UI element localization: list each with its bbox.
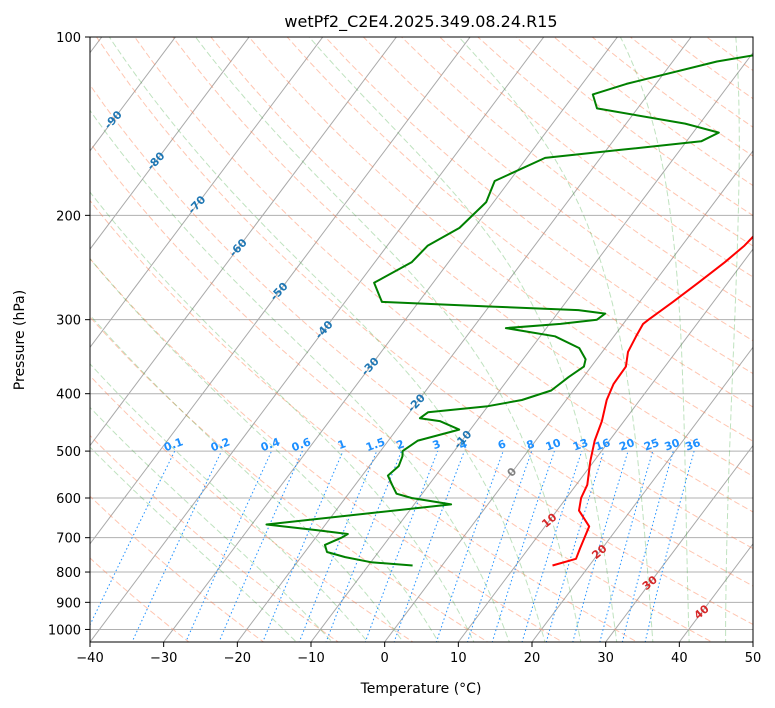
profile-lines (265, 54, 753, 567)
x-tick-label: 20 (524, 651, 541, 666)
isotherm-line (678, 542, 753, 642)
x-tick-label: −40 (76, 651, 103, 666)
dry-adiabat-line (90, 375, 414, 642)
mixing-ratio-line (218, 450, 303, 642)
moist-adiabat-line (458, 37, 654, 642)
mixing-ratio-line (435, 450, 504, 642)
x-axis-label: Temperature (°C) (360, 681, 482, 697)
mixing-ratio-label: 16 (593, 436, 612, 454)
plot-frame (89, 36, 754, 643)
moist-adiabat-line (108, 37, 546, 642)
mixing-ratio-label: 0.6 (290, 435, 313, 454)
mixing-ratio-line (644, 450, 695, 642)
mixing-ratio-line (621, 450, 674, 642)
mixing-ratio-line (131, 450, 223, 642)
moist-adiabat-line (619, 37, 690, 642)
isotherm-line (384, 150, 753, 642)
mixing-ratio-label: 3 (431, 437, 443, 452)
isotherm-line (90, 37, 545, 642)
isotherm-line (90, 37, 471, 545)
moist-adiabat-line (90, 257, 440, 642)
y-tick-label: 400 (56, 388, 81, 403)
dry-adiabat-line (248, 37, 753, 442)
x-tick-label: 30 (597, 651, 614, 666)
dry-adiabat-line (400, 37, 753, 310)
mixing-ratio-label: 0.4 (259, 435, 282, 454)
mixing-ratio-label: 1.5 (364, 435, 387, 454)
x-tick-label: 0 (381, 651, 389, 666)
isotherm-line (163, 37, 619, 642)
mixing-ratio-label: 0.1 (162, 435, 185, 454)
mixing-ratio-line (572, 450, 629, 642)
y-tick-label: 100 (56, 31, 81, 46)
y-tick-label: 900 (56, 596, 81, 611)
mixing-ratio-label: 4 (457, 437, 469, 452)
isotherm-line (236, 37, 692, 642)
dry-adiabat-line (90, 434, 340, 642)
y-tick-label: 500 (56, 445, 81, 460)
y-tick-label: 700 (56, 532, 81, 547)
temperature-line (552, 235, 753, 567)
moist-adiabat-line (90, 191, 475, 642)
mixing-ratio-label: 6 (496, 437, 508, 452)
mixing-ratio-label: 36 (683, 436, 702, 454)
mixing-ratio-line (90, 450, 176, 626)
mixing-ratio-label: 1 (336, 437, 348, 452)
isotherm-line (90, 37, 177, 152)
x-tick-label: −30 (150, 651, 177, 666)
mixing-ratio-label: 2 (394, 437, 406, 452)
moist-adiabat-line (90, 109, 510, 642)
mixing-ratio-line (545, 450, 605, 642)
moist-adiabat-line (725, 37, 740, 642)
y-tick-label: 800 (56, 566, 81, 581)
moist-adiabat-line (90, 406, 333, 642)
x-tick-label: −20 (224, 651, 251, 666)
moist-adiabat-line (90, 446, 297, 642)
dry-adiabat-line (90, 557, 190, 642)
x-tick-label: 10 (450, 651, 467, 666)
dry-adiabat-line (172, 37, 753, 513)
y-tick-label: 300 (56, 314, 81, 329)
x-tick-label: 40 (671, 651, 688, 666)
moist-adiabat-line (308, 37, 618, 642)
isotherm-line (310, 51, 753, 642)
mixing-ratio-label: 13 (571, 436, 590, 453)
y-tick-label: 200 (56, 209, 81, 224)
mixing-ratio-label: 8 (525, 437, 537, 452)
background-lines (90, 37, 753, 642)
isotherm-line (90, 37, 250, 250)
y-tick-label: 600 (56, 492, 81, 507)
y-axis-label: Pressure (hPa) (12, 290, 28, 390)
mixing-ratio-line (298, 450, 378, 642)
x-tick-label: −10 (297, 651, 324, 666)
x-tick-label: 50 (745, 651, 762, 666)
dry-adiabat-line (324, 37, 753, 375)
chart-title: wetPf2_C2E4.2025.349.08.24.R15 (284, 12, 557, 32)
mixing-ratio-label: 0.2 (209, 435, 232, 454)
mixing-ratio-label: 10 (544, 436, 563, 454)
mixing-ratio-label: 25 (642, 436, 661, 453)
isotherm-line (531, 346, 753, 642)
moist-adiabat-line (90, 363, 369, 642)
dry-adiabat-line (90, 257, 564, 642)
y-tick-label: 1000 (48, 623, 81, 638)
isotherm-line (605, 444, 753, 642)
isotherm-line (457, 248, 753, 642)
mixing-ratio-line (599, 450, 654, 642)
isotherm-line (90, 37, 398, 447)
mixing-ratio-label: 20 (618, 436, 637, 454)
mixing-ratio-label: 30 (663, 436, 682, 454)
dry-adiabat-line (95, 37, 753, 587)
dry-adiabat-line (90, 84, 753, 625)
dewpoint-line (265, 54, 753, 567)
axis-ticks: −40 −30 −20 −10 0 10 20 30 40 5010020030040050060… (48, 31, 761, 666)
mixing-ratio-line (466, 450, 533, 642)
moist-adiabat-line (90, 314, 404, 642)
isotherm-line (90, 37, 324, 349)
dry-adiabat-line (90, 142, 713, 642)
mixing-ratio-line (262, 450, 344, 642)
